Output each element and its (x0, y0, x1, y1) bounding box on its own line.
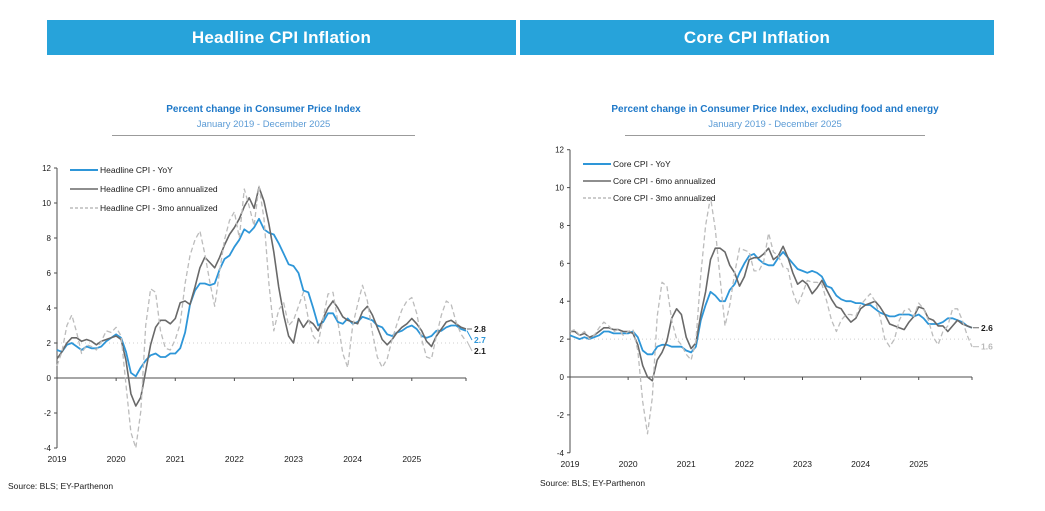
headline-section-header: Headline CPI Inflation (47, 20, 516, 55)
svg-text:2021: 2021 (677, 459, 696, 469)
legend-item: Headline CPI - 3mo annualized (70, 198, 218, 217)
svg-text:-4: -4 (44, 444, 52, 453)
line-swatch-icon (583, 162, 611, 165)
svg-text:0: 0 (47, 374, 52, 383)
headline-chart-title: Percent change in Consumer Price Index (166, 104, 361, 115)
headline-chart-title-block: Percent change in Consumer Price Index J… (57, 104, 470, 130)
svg-text:2021: 2021 (166, 454, 185, 464)
headline-end-value-label: 2.7 (474, 335, 486, 345)
svg-text:2024: 2024 (851, 459, 870, 469)
svg-text:2025: 2025 (909, 459, 928, 469)
legend-item: Core CPI - 6mo annualized (583, 172, 716, 189)
line-swatch-icon (583, 179, 611, 182)
legend-item: Headline CPI - YoY (70, 160, 218, 179)
svg-text:6: 6 (560, 259, 565, 268)
headline-legend: Headline CPI - YoY Headline CPI - 6mo ann… (70, 160, 218, 217)
svg-text:2020: 2020 (619, 459, 638, 469)
svg-text:2020: 2020 (107, 454, 126, 464)
svg-text:2023: 2023 (793, 459, 812, 469)
svg-text:-4: -4 (557, 449, 565, 458)
legend-label: Headline CPI - 6mo annualized (100, 183, 218, 194)
line-swatch-icon (70, 187, 98, 190)
svg-text:4: 4 (47, 304, 52, 313)
legend-label: Headline CPI - YoY (100, 164, 173, 175)
core-section-header: Core CPI Inflation (520, 20, 994, 55)
svg-text:6: 6 (47, 269, 52, 278)
svg-text:2022: 2022 (225, 454, 244, 464)
svg-text:2025: 2025 (402, 454, 421, 464)
svg-text:12: 12 (555, 146, 564, 155)
core-chart-subtitle: January 2019 - December 2025 (708, 119, 842, 130)
svg-text:2024: 2024 (343, 454, 362, 464)
legend-label: Core CPI - 6mo annualized (613, 175, 716, 186)
svg-text:4: 4 (560, 297, 565, 306)
core-chart-title: Percent change in Consumer Price Index, … (611, 104, 939, 115)
svg-text:0: 0 (560, 373, 565, 382)
headline-title-underline (112, 135, 415, 136)
core-end-value-label: 2.6 (981, 323, 993, 333)
headline-chart-subtitle: January 2019 - December 2025 (196, 119, 331, 130)
svg-text:2019: 2019 (561, 459, 580, 469)
svg-text:10: 10 (555, 184, 564, 193)
headline-end-value-label: 2.1 (474, 346, 486, 356)
headline-end-value-label: 2.8 (474, 324, 486, 334)
legend-item: Headline CPI - 6mo annualized (70, 179, 218, 198)
svg-text:2: 2 (47, 339, 52, 348)
legend-label: Headline CPI - 3mo annualized (100, 202, 218, 213)
svg-text:2: 2 (560, 335, 565, 344)
svg-text:8: 8 (47, 234, 52, 243)
line-swatch-icon (70, 168, 98, 171)
legend-item: Core CPI - 3mo annualized (583, 189, 716, 206)
legend-label: Core CPI - 3mo annualized (613, 192, 716, 203)
svg-text:-2: -2 (557, 411, 565, 420)
core-source-note: Source: BLS; EY-Parthenon (540, 478, 646, 488)
legend-item: Core CPI - YoY (583, 155, 716, 172)
svg-text:2022: 2022 (735, 459, 754, 469)
core-chart-title-block: Percent change in Consumer Price Index, … (570, 104, 980, 130)
svg-text:12: 12 (42, 164, 51, 173)
headline-source-note: Source: BLS; EY-Parthenon (8, 481, 114, 491)
core-legend: Core CPI - YoY Core CPI - 6mo annualized C… (583, 155, 716, 206)
svg-text:10: 10 (42, 199, 51, 208)
legend-label: Core CPI - YoY (613, 158, 671, 169)
dashed-line-swatch-icon (583, 196, 611, 199)
svg-text:-2: -2 (44, 409, 52, 418)
svg-text:2019: 2019 (48, 454, 67, 464)
svg-text:8: 8 (560, 221, 565, 230)
core-title-underline (625, 135, 925, 136)
core-end-value-label: 1.6 (981, 342, 993, 352)
svg-text:2023: 2023 (284, 454, 303, 464)
dashed-line-swatch-icon (70, 206, 98, 209)
